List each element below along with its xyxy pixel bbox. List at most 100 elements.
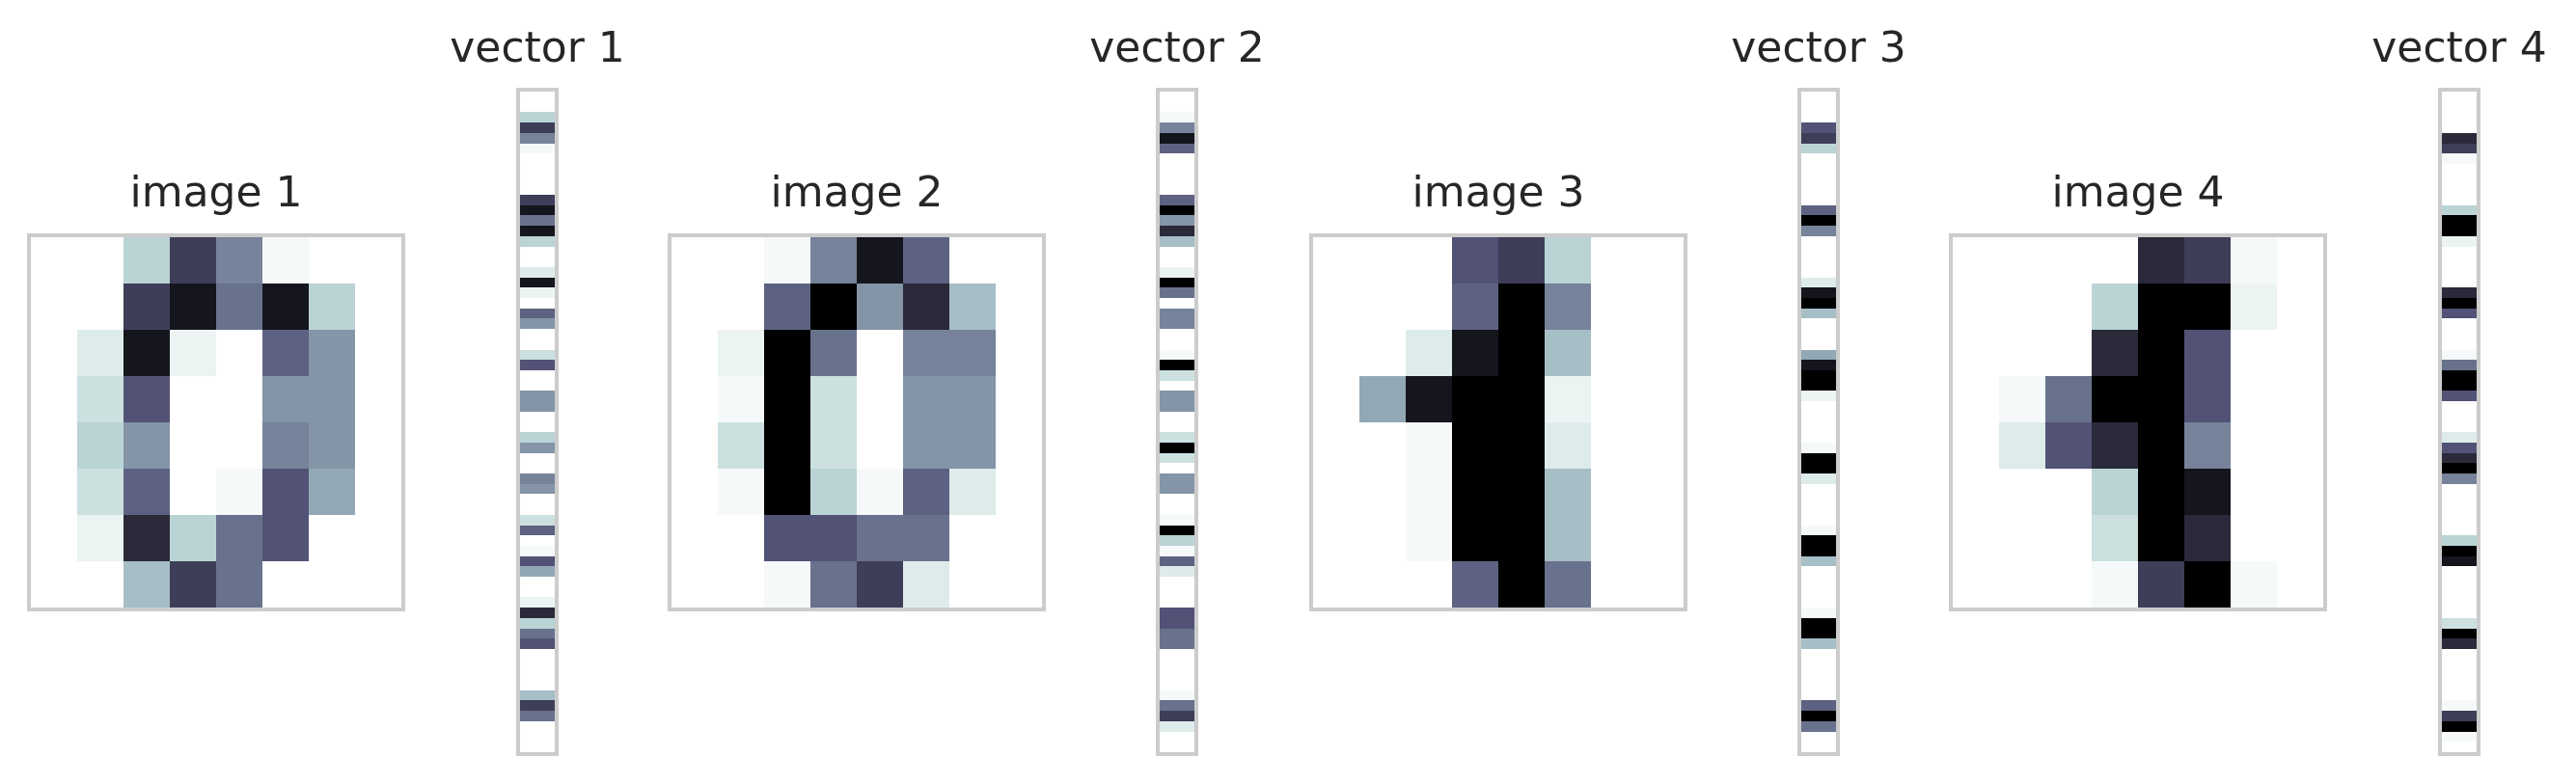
image-1-pixel-r4-c7 [355,422,401,469]
vector-4-element-40 [2442,504,2477,515]
vector-1-element-38 [520,483,555,495]
image-4-pixel-r0-c3 [2092,237,2138,284]
image-heatmap-3 [1313,237,1684,608]
vector-1-element-17 [520,266,555,278]
vector-2-element-37 [1160,473,1194,484]
vector-4-element-59 [2442,700,2477,712]
image-3-pixel-r7-c2 [1406,561,1452,608]
image-4-pixel-r4-c1 [1999,422,2045,469]
vector-4-element-2 [2442,112,2477,123]
vector-frame-4 [2438,88,2480,756]
vector-3-element-8 [1801,174,1836,185]
vector-3-element-56 [1801,669,1836,681]
vector-1-element-22 [520,318,555,330]
image-4-pixel-r4-c0 [1953,422,1999,469]
image-3-pixel-r0-c7 [1637,237,1684,284]
image-title-3: image 3 [1411,168,1585,217]
vector-3-element-16 [1801,257,1836,267]
image-1-pixel-r1-c5 [262,284,309,330]
vector-1-element-45 [520,555,555,567]
image-2-pixel-r2-c6 [949,330,996,376]
image-4-pixel-r0-c7 [2277,237,2323,284]
vector-2-element-10 [1160,195,1194,205]
image-3-pixel-r0-c2 [1406,237,1452,284]
image-1-pixel-r6-c2 [123,515,170,561]
vector-1-element-56 [520,669,555,681]
image-3-pixel-r2-c7 [1637,330,1684,376]
vector-1-element-11 [520,204,555,216]
image-2-pixel-r4-c5 [903,422,949,469]
image-3-pixel-r0-c0 [1313,237,1359,284]
vector-2-element-20 [1160,298,1194,309]
vector-2-element-13 [1160,226,1194,236]
vector-2-element-36 [1160,463,1194,474]
image-1-pixel-r7-c5 [262,561,309,608]
vector-4-element-22 [2442,318,2477,330]
vector-4-element-35 [2442,452,2477,464]
image-3-pixel-r1-c5 [1545,284,1591,330]
image-1-pixel-r0-c5 [262,237,309,284]
image-4-pixel-r0-c1 [1999,237,2045,284]
vector-2-element-34 [1160,442,1194,453]
image-3-pixel-r7-c0 [1313,561,1359,608]
image-2-pixel-r2-c0 [671,330,718,376]
image-4-pixel-r1-c1 [1999,284,2045,330]
vector-2-element-48 [1160,586,1194,598]
vector-4-element-58 [2442,689,2477,701]
image-1-pixel-r0-c3 [170,237,216,284]
vector-1-element-49 [520,597,555,608]
image-1-pixel-r6-c5 [262,515,309,561]
vector-1-element-34 [520,442,555,453]
image-2-pixel-r7-c4 [857,561,903,608]
image-3-pixel-r4-c0 [1313,422,1359,469]
vector-2-element-42 [1160,525,1194,536]
image-4-pixel-r5-c6 [2231,469,2277,515]
vector-4-element-29 [2442,391,2477,402]
image-4-pixel-r5-c4 [2138,469,2184,515]
vector-4-element-36 [2442,463,2477,474]
image-1-pixel-r5-c3 [170,469,216,515]
image-2-pixel-r2-c5 [903,330,949,376]
image-3-pixel-r1-c2 [1406,284,1452,330]
vector-3-element-42 [1801,525,1836,536]
image-3-pixel-r3-c6 [1591,376,1637,422]
image-4-pixel-r0-c5 [2184,237,2231,284]
image-3-pixel-r6-c1 [1359,515,1406,561]
image-1-pixel-r2-c3 [170,330,216,376]
vector-2-element-12 [1160,215,1194,227]
image-2-pixel-r4-c7 [996,422,1042,469]
image-2-pixel-r0-c0 [671,237,718,284]
vector-1-element-10 [520,195,555,205]
vector-3-element-26 [1801,360,1836,370]
vector-1-element-44 [520,545,555,556]
image-3-pixel-r4-c4 [1498,422,1545,469]
image-3-pixel-r7-c3 [1452,561,1498,608]
vector-2-element-40 [1160,504,1194,515]
vector-4-element-1 [2442,101,2477,113]
vector-4-element-11 [2442,204,2477,216]
image-3-pixel-r4-c6 [1591,422,1637,469]
vector-1-element-43 [520,535,555,546]
vector-4-element-51 [2442,617,2477,629]
vector-1-element-21 [520,308,555,319]
vector-4-element-4 [2442,132,2477,144]
vector-2-element-52 [1160,628,1194,639]
vector-4-element-26 [2442,360,2477,370]
image-heatmap-4 [1953,237,2323,608]
vector-4-element-52 [2442,628,2477,639]
image-4-pixel-r2-c6 [2231,330,2277,376]
image-1-pixel-r0-c7 [355,237,401,284]
vector-4-element-24 [2442,338,2477,350]
vector-4-element-56 [2442,669,2477,681]
vector-2-element-47 [1160,577,1194,587]
vector-3-element-27 [1801,369,1836,381]
image-2-pixel-r5-c4 [857,469,903,515]
vector-4-element-46 [2442,566,2477,578]
vector-1-element-33 [520,432,555,443]
vector-2-element-60 [1160,711,1194,721]
image-2-pixel-r7-c0 [671,561,718,608]
image-2-pixel-r7-c2 [764,561,810,608]
vector-4-element-25 [2442,349,2477,361]
image-2-pixel-r0-c5 [903,237,949,284]
